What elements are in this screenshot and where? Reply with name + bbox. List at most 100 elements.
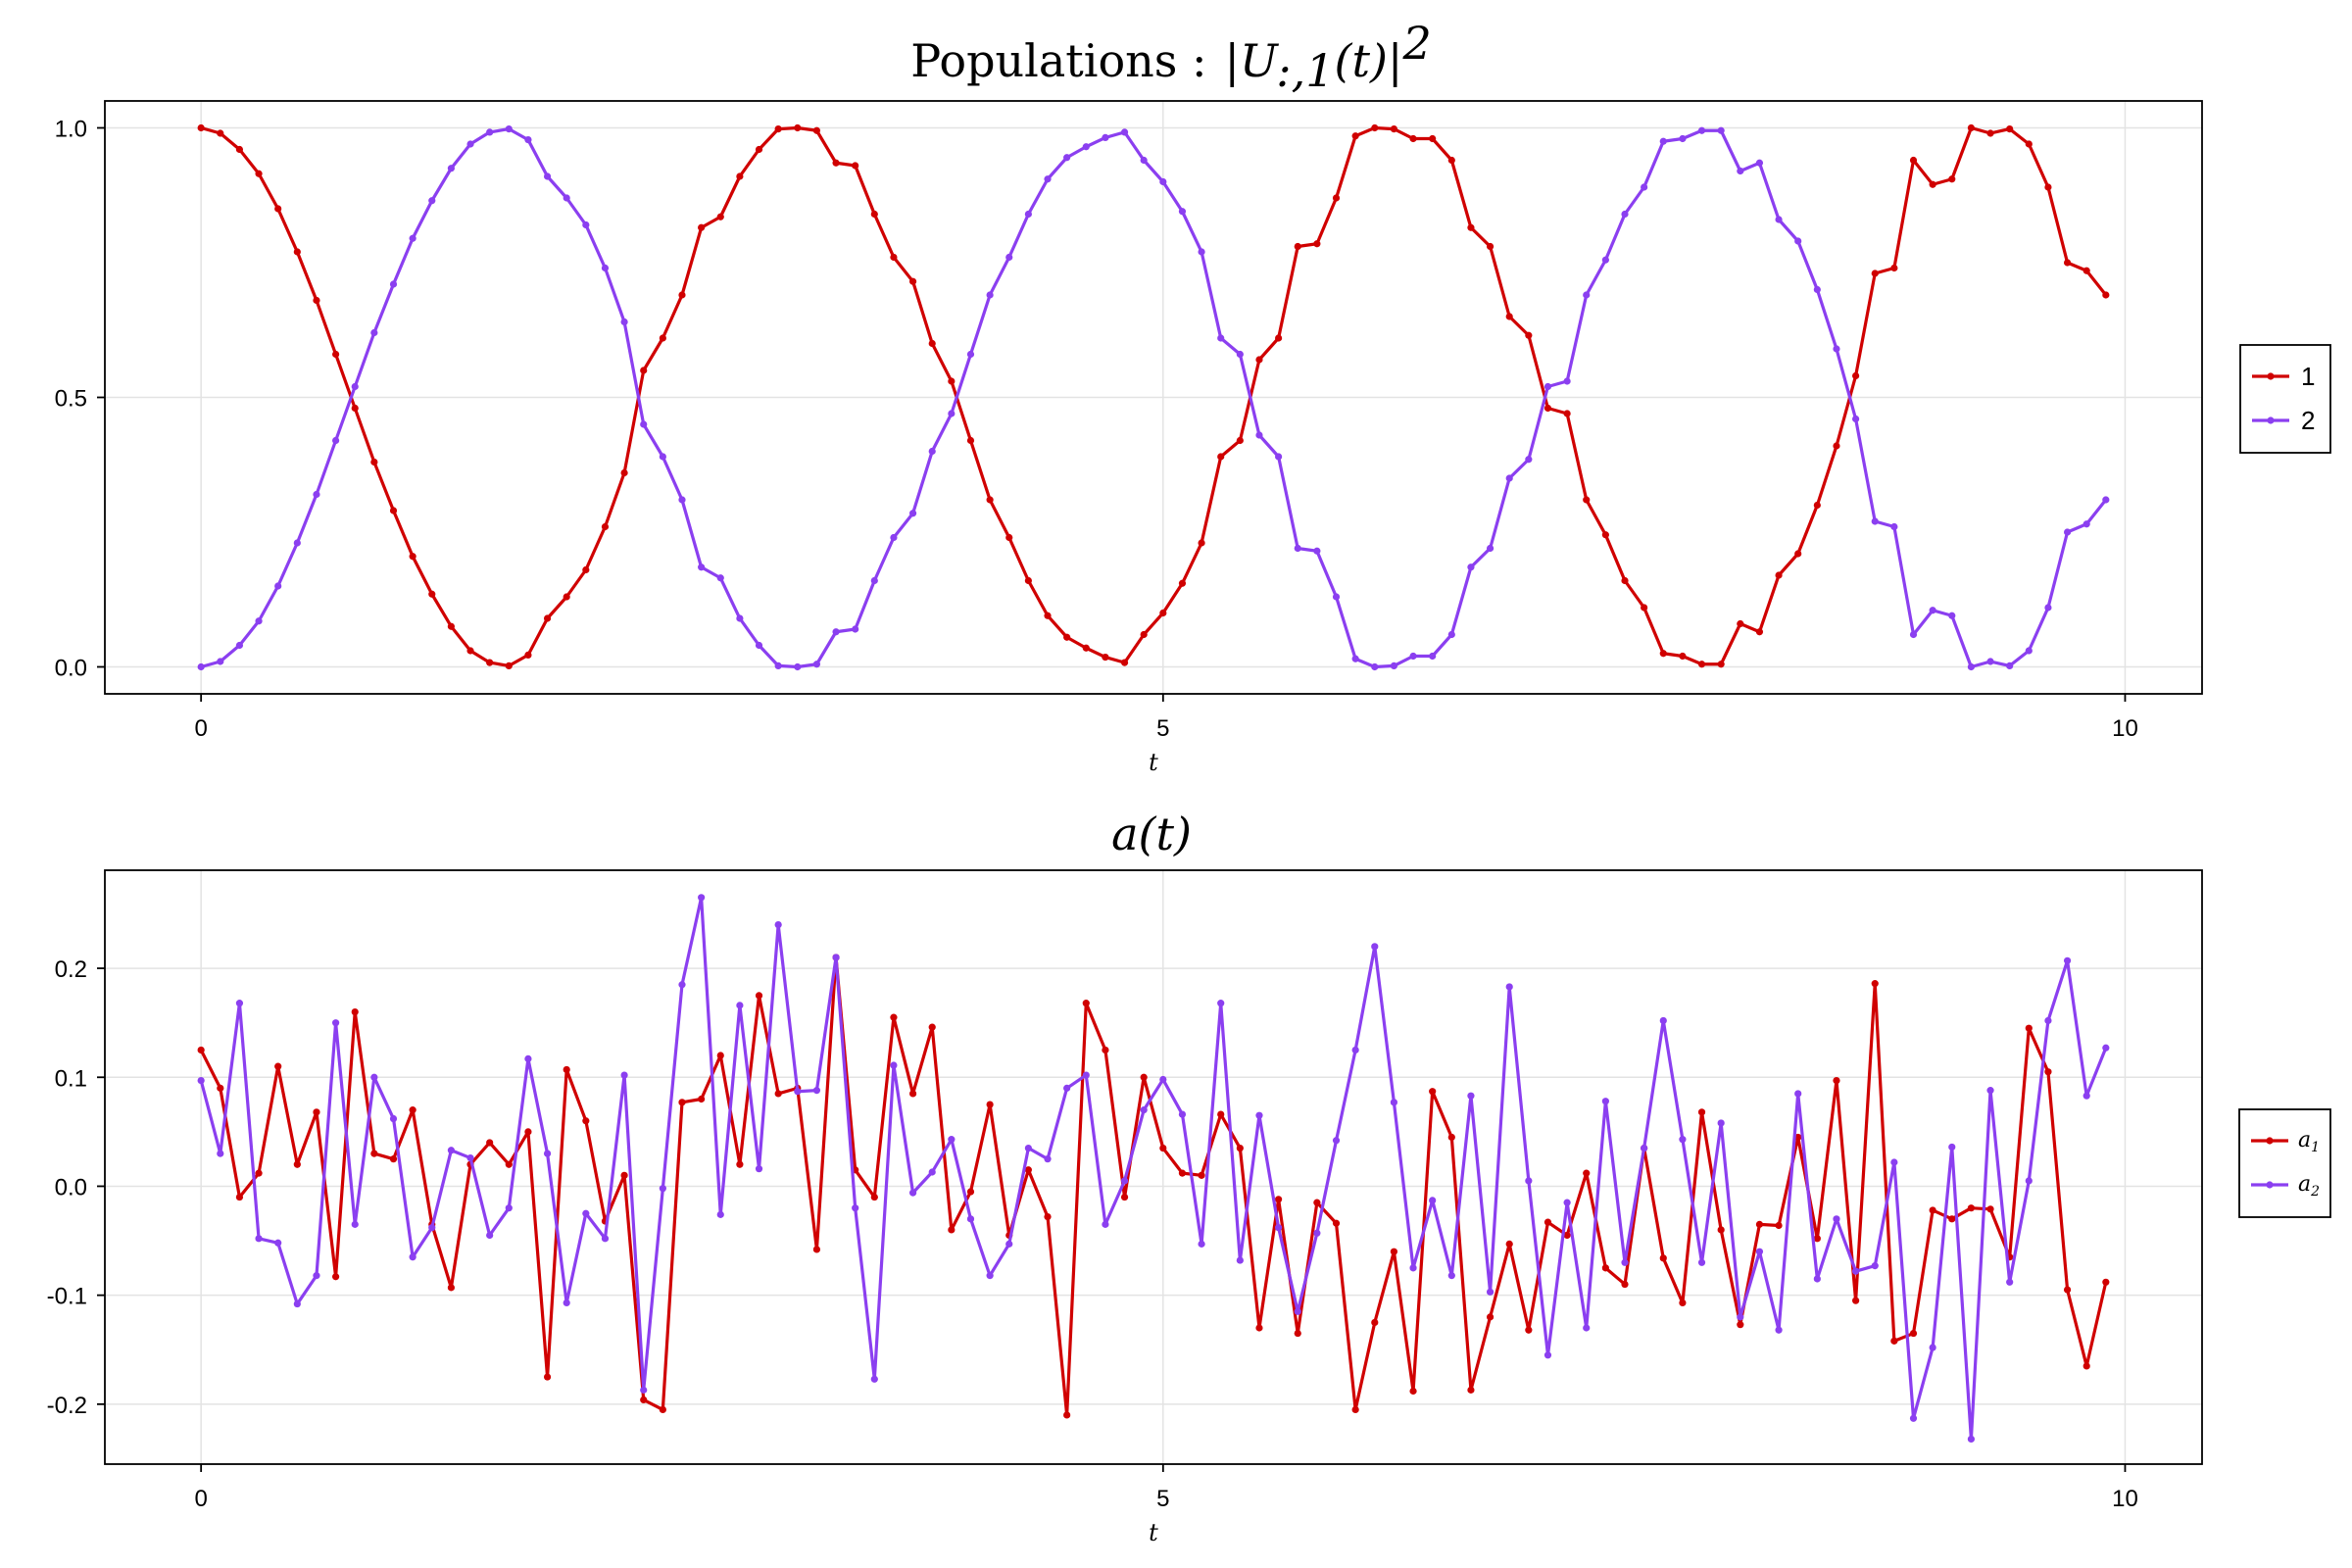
control-data-point xyxy=(543,1373,552,1381)
control-data-point xyxy=(351,1007,359,1016)
control-data-point xyxy=(908,1189,917,1197)
populations-title: Populations : |U:,1(t)|2 xyxy=(910,17,1431,97)
control-data-point xyxy=(217,1084,224,1092)
populations-data-point xyxy=(2006,125,2014,133)
populations-data-point xyxy=(890,533,898,542)
populations-data-point xyxy=(1563,410,1571,417)
control-panel: a(t) 0 5 10 -0.2 -0.1 0.0 0.1 0.2 t a1 a2 xyxy=(47,808,2331,1546)
title-math: |U xyxy=(1225,34,1280,87)
populations-data-point xyxy=(1178,579,1187,587)
control-data-point xyxy=(1890,1158,1898,1166)
control-data-point xyxy=(1583,1324,1591,1332)
populations-data-point xyxy=(1794,550,1802,558)
populations-data-point xyxy=(1659,650,1667,658)
control-data-point xyxy=(1332,1137,1341,1145)
populations-data-point xyxy=(1351,655,1359,662)
populations-series-line-2 xyxy=(200,127,2108,669)
populations-data-point xyxy=(1755,628,1764,636)
populations-data-point xyxy=(505,125,513,133)
populations-data-point xyxy=(678,496,686,504)
populations-data-point xyxy=(755,641,763,650)
populations-data-point xyxy=(370,328,378,337)
control-data-point xyxy=(1852,1297,1860,1304)
populations-data-point xyxy=(1429,652,1437,661)
control-data-point xyxy=(1563,1231,1571,1240)
populations-data-point xyxy=(640,367,648,374)
populations-data-point xyxy=(928,447,936,456)
populations-data-point xyxy=(1563,377,1571,385)
control-data-point xyxy=(812,1246,821,1253)
populations-data-point xyxy=(505,662,513,670)
control-data-point xyxy=(2102,1278,2110,1286)
control-data-point xyxy=(1120,1193,1129,1201)
control-data-point xyxy=(659,1405,666,1413)
populations-data-point xyxy=(1755,159,1764,167)
control-ytick-label: -0.2 xyxy=(47,1393,87,1419)
control-data-point xyxy=(1929,1206,1936,1214)
control-data-point xyxy=(1255,1111,1263,1119)
control-data-point xyxy=(1697,1258,1706,1266)
populations-data-point xyxy=(852,625,859,633)
control-data-point xyxy=(736,1160,744,1168)
populations-xlabel: t xyxy=(1149,749,1158,776)
populations-xtick-label: 10 xyxy=(2112,715,2138,742)
populations-data-point xyxy=(1505,474,1513,482)
populations-data-point xyxy=(928,339,936,348)
populations-data-point xyxy=(1140,156,1148,165)
populations-data-point xyxy=(447,622,455,630)
control-data-point xyxy=(505,1204,513,1212)
control-data-point xyxy=(1140,1106,1148,1114)
populations-data-point xyxy=(235,641,244,650)
populations-data-point xyxy=(1198,539,1205,547)
populations-data-point xyxy=(1505,313,1513,320)
populations-data-point xyxy=(2102,291,2110,299)
populations-data-point xyxy=(1679,652,1687,661)
control-data-point xyxy=(274,1239,282,1247)
control-data-point xyxy=(1601,1264,1609,1272)
populations-data-point xyxy=(255,170,263,177)
control-xtick-label: 10 xyxy=(2112,1486,2138,1512)
populations-data-point xyxy=(274,582,282,590)
populations-data-point xyxy=(332,436,340,445)
populations-data-point xyxy=(1641,604,1648,612)
populations-legend-item-1: 1 xyxy=(2252,362,2315,391)
populations-data-point xyxy=(351,404,359,413)
populations-data-point xyxy=(1583,291,1591,299)
control-data-point xyxy=(1486,1288,1494,1296)
control-ytick-label: 0.2 xyxy=(55,956,87,983)
populations-data-point xyxy=(794,123,802,132)
control-data-point xyxy=(1948,1215,1956,1223)
populations-data-point xyxy=(716,574,724,582)
populations-data-point xyxy=(774,662,782,670)
control-data-point xyxy=(313,1108,320,1116)
populations-data-point xyxy=(736,172,744,180)
populations-ytick-label: 0.5 xyxy=(55,386,87,413)
populations-data-point xyxy=(1294,242,1301,251)
control-data-point xyxy=(1755,1248,1764,1255)
control-data-point xyxy=(563,1298,570,1307)
populations-legend-label: 1 xyxy=(2301,362,2315,391)
populations-legend-marker xyxy=(2267,372,2275,380)
control-data-point xyxy=(832,954,840,961)
populations-data-point xyxy=(1275,453,1283,461)
control-data-point xyxy=(1948,1143,1956,1152)
control-data-point xyxy=(563,1065,570,1074)
control-data-point xyxy=(948,1136,956,1144)
populations-data-point xyxy=(1583,496,1591,504)
populations-data-point xyxy=(908,510,917,517)
populations-data-point xyxy=(255,617,263,625)
control-data-point xyxy=(1447,1133,1455,1142)
populations-data-point xyxy=(1659,137,1667,145)
populations-data-point xyxy=(1717,126,1725,134)
populations-data-point xyxy=(524,136,532,144)
populations-data-point xyxy=(1737,167,1744,175)
control-data-point xyxy=(1351,1405,1359,1413)
control-data-point xyxy=(1371,943,1379,951)
populations-data-point xyxy=(1697,126,1706,134)
control-data-point xyxy=(1679,1136,1687,1144)
control-data-point xyxy=(1505,1240,1513,1248)
populations-data-point xyxy=(1351,132,1359,140)
control-data-point xyxy=(1178,1169,1187,1177)
control-legend-label: a1 xyxy=(2298,1128,2320,1155)
